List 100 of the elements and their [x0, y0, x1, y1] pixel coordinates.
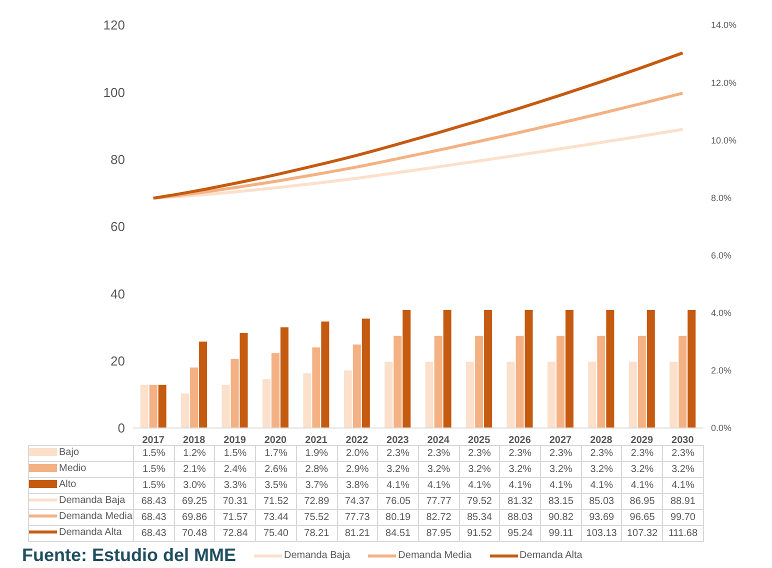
data-label: 4.1%: [378, 478, 418, 494]
data-label: 1.9%: [296, 446, 338, 462]
data-label: 111.68: [662, 526, 704, 542]
x-tick-label: 2024: [427, 435, 450, 446]
data-label: 3.0%: [174, 478, 215, 494]
data-label: 91.52: [459, 526, 500, 542]
data-label: 3.2%: [418, 462, 460, 478]
data-label: 81.32: [500, 494, 541, 510]
legend-label: Bajo: [59, 446, 80, 458]
bar: [638, 336, 646, 428]
bar: [303, 373, 312, 428]
data-label: 71.52: [256, 494, 296, 510]
data-label: 85.34: [459, 510, 500, 526]
data-label: 82.72: [418, 510, 460, 526]
data-label: 86.95: [622, 494, 663, 510]
data-label: 3.8%: [337, 478, 378, 494]
data-label: 77.77: [418, 494, 460, 510]
data-label: 3.2%: [622, 462, 663, 478]
bar: [484, 310, 492, 428]
data-label: 88.03: [500, 510, 541, 526]
data-label: 85.03: [581, 494, 622, 510]
data-label: 3.2%: [378, 462, 418, 478]
data-label: 71.57: [214, 510, 256, 526]
bar: [646, 310, 655, 428]
bar: [280, 327, 288, 428]
bar: [606, 310, 614, 428]
y-tick-label: 20: [110, 353, 125, 368]
bar: [140, 384, 148, 428]
y-tick-label: 60: [110, 219, 125, 234]
bar: [524, 310, 533, 428]
bar: [199, 342, 208, 428]
bar: [262, 379, 270, 428]
data-label: 99.11: [540, 526, 582, 542]
bar: [678, 336, 687, 428]
data-label: 93.69: [581, 510, 622, 526]
bar: [628, 362, 637, 428]
bar: [321, 321, 330, 428]
text: Demanda Baja: [284, 550, 350, 561]
data-label: 2.1%: [174, 462, 215, 478]
data-label: 70.31: [214, 494, 256, 510]
data-label: 72.84: [214, 526, 256, 542]
data-label: 2.6%: [256, 462, 296, 478]
text: Demanda Alta: [520, 550, 582, 561]
bar: [670, 362, 678, 428]
y2-tick-label: 6.0%: [711, 250, 732, 260]
bar: [394, 336, 402, 428]
x-tick-label: 2022: [346, 435, 368, 446]
x-tick-label: 2020: [264, 435, 288, 446]
bar: [402, 310, 411, 428]
data-label: 3.2%: [581, 462, 622, 478]
bar: [190, 368, 198, 428]
x-tick-label: 2027: [549, 435, 572, 446]
text: Demanda Media: [398, 550, 472, 561]
data-label: 77.73: [337, 510, 378, 526]
data-label: 76.05: [378, 494, 418, 510]
data-label: 80.19: [378, 510, 418, 526]
data-label: 3.2%: [459, 462, 500, 478]
data-label: 2.3%: [378, 446, 418, 462]
data-label: 103.13: [581, 526, 622, 542]
bar: [516, 336, 524, 428]
bar: [149, 384, 158, 428]
data-label: 4.1%: [662, 478, 704, 494]
x-tick-label: 2028: [590, 435, 613, 446]
data-label: 2.3%: [418, 446, 460, 462]
data-label: 3.2%: [662, 462, 704, 478]
y2-tick-label: 4.0%: [711, 308, 732, 318]
data-label: 79.52: [459, 494, 500, 510]
bar: [588, 362, 596, 428]
data-label: 1.5%: [134, 446, 174, 462]
bar: [352, 344, 361, 428]
data-label: 2.0%: [337, 446, 378, 462]
bar: [547, 362, 556, 428]
y2-tick-label: 10.0%: [711, 135, 737, 146]
legend-label: Medio: [59, 462, 86, 474]
data-label: 4.1%: [622, 478, 663, 494]
data-label: 96.65: [622, 510, 663, 526]
data-label: 68.43: [134, 526, 174, 542]
data-label: 68.43: [134, 494, 174, 510]
data-label: 99.70: [662, 510, 704, 526]
data-label: 87.95: [418, 526, 460, 542]
legend-label: Alto: [59, 478, 76, 490]
data-label: 2.3%: [500, 446, 541, 462]
data-label: 4.1%: [500, 478, 541, 494]
data-label: 107.32: [622, 526, 663, 542]
data-label: 2.3%: [540, 446, 582, 462]
bar: [556, 336, 564, 428]
data-label: 3.2%: [540, 462, 582, 478]
y-tick-label: 100: [103, 84, 125, 100]
data-label: 4.1%: [459, 478, 500, 494]
data-label: 4.1%: [540, 478, 582, 494]
data-label: 3.7%: [296, 478, 338, 494]
bar: [181, 393, 190, 428]
data-label: 2.8%: [296, 462, 338, 478]
x-tick-label: 2023: [386, 435, 410, 446]
data-label: 70.48: [174, 526, 215, 542]
data-label: 88.91: [662, 494, 704, 510]
data-label: 84.51: [378, 526, 418, 542]
data-label: 4.1%: [581, 478, 622, 494]
data-label: 74.37: [337, 494, 378, 510]
y2-tick-label: 2.0%: [711, 366, 732, 376]
